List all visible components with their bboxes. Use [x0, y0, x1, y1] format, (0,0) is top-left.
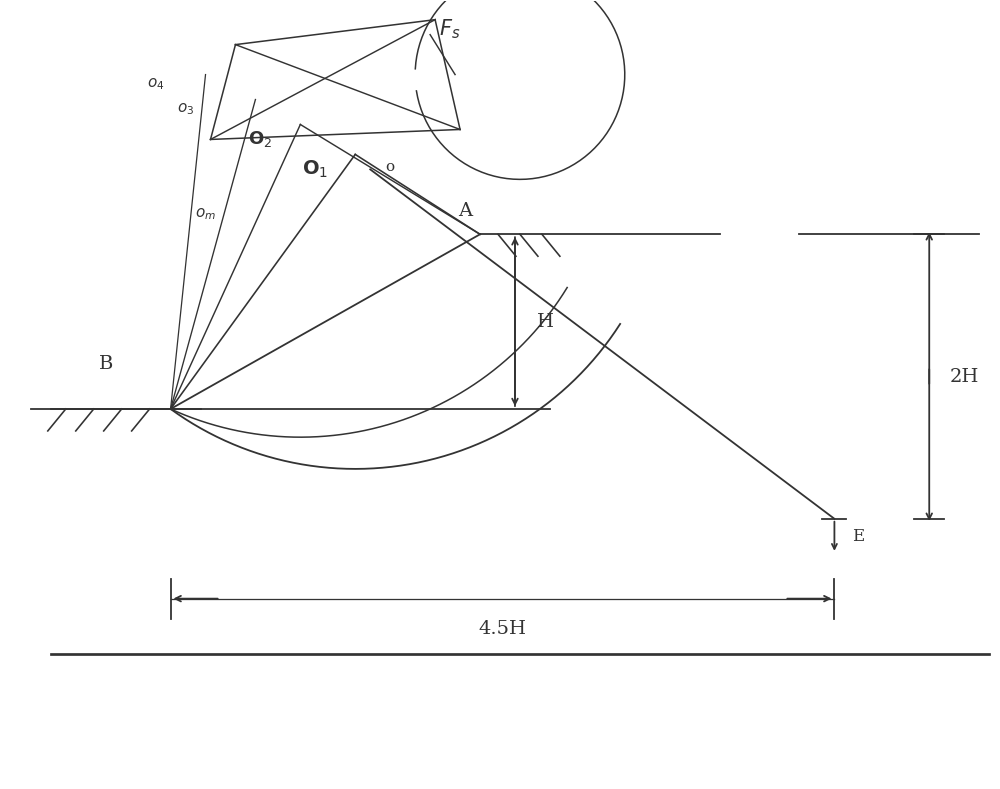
Text: $\mathbf{O}_1$: $\mathbf{O}_1$	[302, 159, 328, 180]
Text: B: B	[99, 355, 113, 373]
Text: $\mathit{o}_m$: $\mathit{o}_m$	[195, 207, 216, 222]
Text: o: o	[386, 160, 395, 174]
Text: $\mathit{o}_3$: $\mathit{o}_3$	[177, 102, 194, 118]
Text: $\mathit{F_s}$: $\mathit{F_s}$	[439, 18, 461, 42]
Text: A: A	[458, 202, 472, 220]
Text: H: H	[537, 312, 554, 331]
Text: E: E	[852, 529, 865, 545]
Text: $\mathit{o}_4$: $\mathit{o}_4$	[147, 77, 164, 92]
Text: 2H: 2H	[949, 368, 979, 386]
Text: $\mathbf{O}_2$: $\mathbf{O}_2$	[248, 129, 273, 149]
Text: 4.5H: 4.5H	[478, 619, 526, 638]
